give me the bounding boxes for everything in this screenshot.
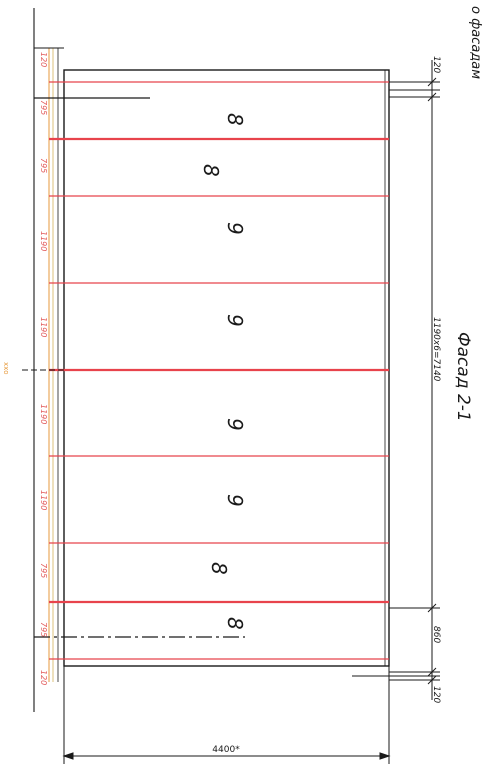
panel-number: 8 — [223, 617, 247, 630]
arrow-left — [62, 752, 74, 760]
panel-number: 8 — [199, 164, 223, 177]
tick — [427, 603, 437, 613]
segment-label: 795 — [39, 158, 48, 173]
dim-lower-run: 860 — [431, 626, 441, 643]
segment-label: 1190 — [39, 490, 48, 510]
panel-numbers: 8 8 9 9 9 9 8 8 — [199, 113, 247, 630]
tick — [427, 92, 437, 102]
facade-title: Фасад 2-1 — [453, 332, 473, 422]
panel-seams — [49, 81, 389, 660]
panel-number: 9 — [223, 222, 247, 235]
panel-number: 8 — [207, 562, 231, 575]
side-caption: о фасадам — [468, 6, 483, 79]
right-dim-labels: 120 1190x6=7140 860 120 — [431, 56, 441, 703]
segment-label: 795 — [39, 622, 48, 637]
segment-label: 1190 — [39, 404, 48, 424]
segment-label: 1190 — [39, 231, 48, 251]
tick — [427, 77, 437, 87]
segment-label: 795 — [39, 563, 48, 578]
segment-label: 120 — [39, 52, 48, 67]
tick — [427, 667, 437, 677]
panel-number: 9 — [223, 314, 247, 327]
bottom-dim — [62, 666, 391, 764]
panel-number: 9 — [223, 494, 247, 507]
dim-main-run: 1190x6=7140 — [431, 317, 441, 382]
tick — [427, 675, 437, 685]
segment-label: 1190 — [39, 317, 48, 337]
right-dim-chain — [352, 60, 440, 700]
dim-top-end: 120 — [431, 56, 441, 73]
dim-bottom-end: 120 — [431, 686, 441, 703]
left-marker: ххо — [2, 362, 10, 375]
segment-label: 120 — [39, 670, 48, 685]
facade-outline — [63, 69, 390, 667]
panel-number: 9 — [223, 418, 247, 431]
left-segment-labels: 120 795 795 1190 1190 1190 1190 795 795 … — [39, 52, 48, 685]
arrow-right — [379, 752, 391, 760]
dim-bottom-total: 4400* — [212, 745, 240, 755]
panel-number: 8 — [223, 113, 247, 126]
segment-label: 795 — [39, 100, 48, 115]
